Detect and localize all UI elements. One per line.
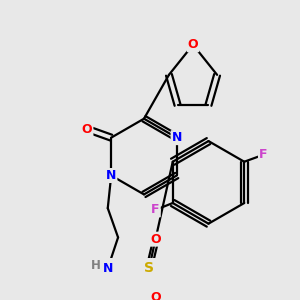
Text: F: F	[259, 148, 267, 161]
Text: N: N	[106, 169, 116, 182]
Text: O: O	[82, 122, 92, 136]
Text: O: O	[151, 291, 161, 300]
Text: N: N	[172, 131, 182, 144]
Text: F: F	[151, 203, 160, 216]
Text: O: O	[188, 38, 198, 51]
Text: N: N	[103, 262, 113, 275]
Text: O: O	[151, 233, 161, 246]
Text: S: S	[144, 261, 154, 275]
Text: H: H	[91, 259, 101, 272]
